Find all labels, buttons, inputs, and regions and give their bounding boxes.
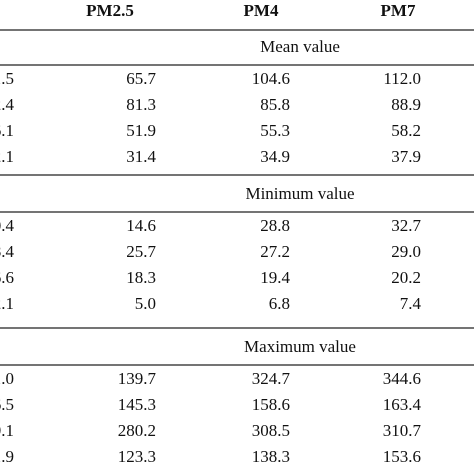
cell: 31.4 bbox=[126, 147, 156, 166]
cell: 29.0 bbox=[391, 242, 421, 261]
cell: 88.9 bbox=[391, 95, 421, 114]
cell: 310.7 bbox=[383, 421, 422, 440]
cell: 25.7 bbox=[126, 242, 156, 261]
cell: 6.8 bbox=[269, 294, 290, 313]
cell: 2.1 bbox=[0, 147, 14, 166]
cell: 2.1 bbox=[0, 294, 14, 313]
section-title: Minimum value bbox=[245, 184, 354, 203]
cell: 138.3 bbox=[252, 447, 290, 466]
cell: 344.6 bbox=[383, 369, 421, 388]
cell: 2.4 bbox=[0, 95, 15, 114]
cell: 32.7 bbox=[391, 216, 421, 235]
column-header: PM7 bbox=[381, 1, 416, 20]
cell: 8.4 bbox=[0, 242, 15, 261]
cell: 280.2 bbox=[118, 421, 156, 440]
cell: 139.7 bbox=[118, 369, 157, 388]
cell: 14.6 bbox=[126, 216, 156, 235]
cell: 1.0 bbox=[0, 369, 14, 388]
cell: 34.9 bbox=[260, 147, 290, 166]
cell: 163.4 bbox=[383, 395, 422, 414]
cell: 55.3 bbox=[260, 121, 290, 140]
cell: 0.4 bbox=[0, 216, 15, 235]
cell: 27.2 bbox=[260, 242, 290, 261]
section-title: Maximum value bbox=[244, 337, 356, 356]
cell: 37.9 bbox=[391, 147, 421, 166]
cell: 6.6 bbox=[0, 268, 14, 287]
cell: 104.6 bbox=[252, 69, 290, 88]
column-header: PM2.5 bbox=[86, 1, 134, 20]
cell: 18.3 bbox=[126, 268, 156, 287]
cell: 145.3 bbox=[118, 395, 156, 414]
cell: 6.1 bbox=[0, 121, 14, 140]
cell: 1.9 bbox=[0, 447, 14, 466]
cell: 65.7 bbox=[126, 69, 156, 88]
cell: 123.3 bbox=[118, 447, 156, 466]
cell: 5.0 bbox=[135, 294, 156, 313]
cell: 1.5 bbox=[0, 69, 14, 88]
column-header: PM4 bbox=[244, 1, 279, 20]
section-title: Mean value bbox=[260, 37, 340, 56]
cell: 19.4 bbox=[260, 268, 290, 287]
cell: 20.2 bbox=[391, 268, 421, 287]
cell: 158.6 bbox=[252, 395, 290, 414]
cell: 51.9 bbox=[126, 121, 156, 140]
cell: 6.5 bbox=[0, 395, 14, 414]
cell: 85.8 bbox=[260, 95, 290, 114]
cell: 81.3 bbox=[126, 95, 156, 114]
cell: 7.4 bbox=[400, 294, 422, 313]
cell: 9.1 bbox=[0, 421, 14, 440]
cell: 324.7 bbox=[252, 369, 291, 388]
cell: 28.8 bbox=[260, 216, 290, 235]
cell: 58.2 bbox=[391, 121, 421, 140]
cell: 153.6 bbox=[383, 447, 421, 466]
cell: 308.5 bbox=[252, 421, 290, 440]
cell: 112.0 bbox=[383, 69, 421, 88]
